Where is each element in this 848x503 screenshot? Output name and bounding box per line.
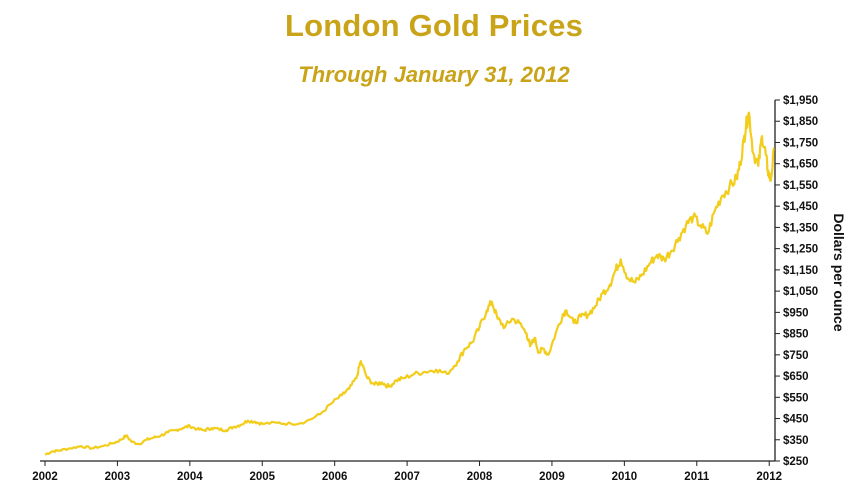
y-tick-label: $1,150: [783, 265, 818, 277]
x-tick-label: 2002: [32, 471, 58, 483]
x-axis-ticks: 2002 2003 2004 2005 2006 2007 2008 2009 2010 2011…: [32, 461, 782, 483]
y-tick-label: $1,250: [783, 244, 818, 256]
y-tick-label: $450: [783, 414, 809, 426]
y-tick-label: $1,450: [783, 201, 818, 213]
plot-area: [44, 111, 775, 456]
y-tick-label: $1,350: [783, 222, 818, 234]
x-tick-label: 2010: [612, 471, 638, 483]
x-tick-label: 2012: [756, 471, 782, 483]
y-axis-label: Dollars per ounce: [831, 213, 847, 331]
x-tick-label: 2011: [684, 471, 710, 483]
chart-title: London Gold Prices: [284, 8, 584, 43]
y-axis-ticks: $250 $350 $450 $550 $650 $750 $850 $950 $1,050 $1…: [775, 95, 818, 468]
y-tick-label: $550: [783, 392, 809, 404]
y-tick-label: $1,650: [783, 159, 818, 171]
x-tick-label: 2006: [322, 471, 348, 483]
x-tick-label: 2004: [177, 471, 203, 483]
y-tick-label: $1,550: [783, 180, 818, 192]
x-tick-label: 2007: [394, 471, 420, 483]
y-tick-label: $950: [783, 307, 809, 319]
axes: [40, 100, 776, 462]
gold-price-line: [44, 111, 775, 456]
x-tick-label: 2005: [249, 471, 275, 483]
y-tick-label: $1,850: [783, 116, 818, 128]
y-tick-label: $1,750: [783, 137, 818, 149]
y-tick-label: $1,050: [783, 286, 818, 298]
x-tick-label: 2008: [467, 471, 493, 483]
y-tick-label: $1,950: [783, 95, 818, 107]
x-tick-label: 2003: [105, 471, 131, 483]
y-tick-label: $250: [783, 456, 809, 468]
chart-subtitle: Through January 31, 2012: [298, 62, 570, 87]
y-tick-label: $850: [783, 329, 809, 341]
y-tick-label: $650: [783, 371, 809, 383]
x-tick-label: 2009: [539, 471, 565, 483]
y-tick-label: $750: [783, 350, 809, 362]
y-tick-label: $350: [783, 435, 809, 447]
